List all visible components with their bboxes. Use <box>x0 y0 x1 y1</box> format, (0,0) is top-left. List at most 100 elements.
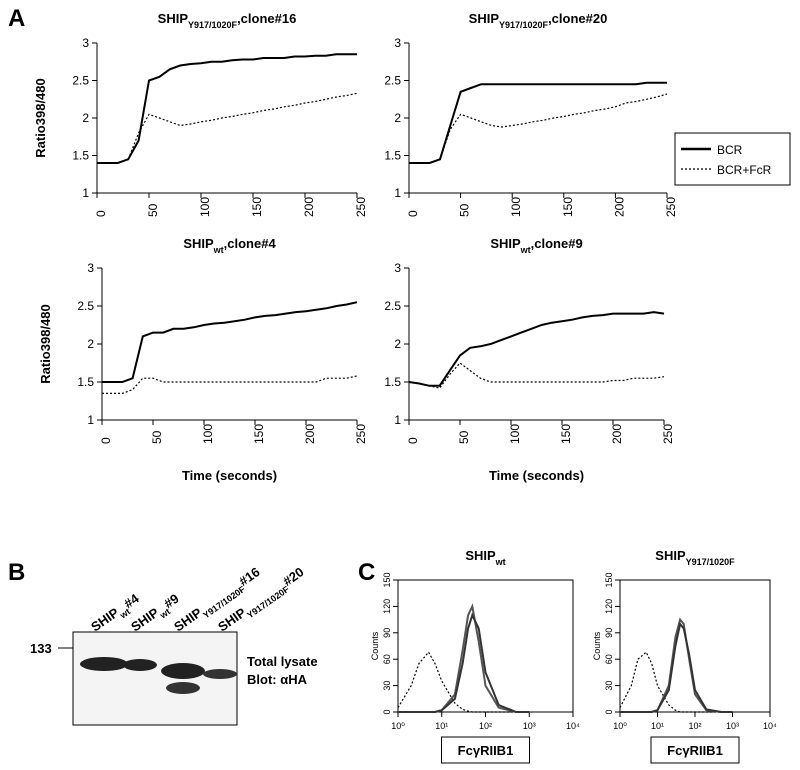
data-line <box>409 81 667 164</box>
blot-band <box>80 657 128 671</box>
x-tick-label: 10⁰ <box>613 721 627 731</box>
y-tick-label: 120 <box>604 599 614 614</box>
data-line <box>408 362 665 389</box>
title-part: Y917/1020F <box>686 557 736 567</box>
blot-annotation: Blot: αHA <box>247 672 308 687</box>
x-tick-label: 10⁴ <box>763 721 777 731</box>
x-tick-label: 10¹ <box>651 721 664 731</box>
data-line <box>97 53 357 164</box>
x-tick-label: 250 <box>661 424 675 444</box>
legend-label: BCR+FcR <box>717 163 772 177</box>
data-line <box>408 311 665 387</box>
title: SHIPY917/1020F <box>655 548 735 567</box>
x-tick-label: 100 <box>509 197 523 217</box>
y-tick-label: 1.5 <box>77 375 94 389</box>
y-tick-label: 90 <box>382 628 392 638</box>
title-part: SHIP <box>183 236 214 251</box>
y-tick-label: 0 <box>382 709 392 714</box>
data-line <box>102 301 358 383</box>
title-part: SHIP <box>158 11 189 26</box>
data-line <box>397 651 530 713</box>
panel-label: A <box>8 5 25 32</box>
x-tick-label: 200 <box>303 424 317 444</box>
x-tick-label: 50 <box>457 430 471 444</box>
y-tick-label: 150 <box>604 572 614 587</box>
title-part: SHIP <box>469 11 500 26</box>
x-tick-label: 0 <box>406 437 420 444</box>
data-line <box>398 612 530 713</box>
y-tick-label: 1.5 <box>384 375 401 389</box>
x-tick-label: 200 <box>302 197 316 217</box>
y-tick-label: 60 <box>604 654 614 664</box>
x-tick-label: 150 <box>559 424 573 444</box>
label-box <box>650 736 740 764</box>
y-tick-label: 90 <box>604 628 614 638</box>
blot-band <box>161 663 205 679</box>
data-line <box>620 621 733 713</box>
x-tick-label: 200 <box>612 197 626 217</box>
title: SHIPwt <box>465 548 505 567</box>
title-part: ,clone#4 <box>224 236 277 251</box>
x-tick-label: 250 <box>354 197 368 217</box>
data-line <box>620 617 733 713</box>
title-part: Y917/1020F <box>245 584 291 621</box>
blot-frame <box>72 631 238 726</box>
x-axis-label: Time (seconds) <box>182 468 277 483</box>
title-part: SHIP <box>490 236 521 251</box>
x-tick-label: 50 <box>146 203 160 217</box>
x-tick-label: 0 <box>406 210 420 217</box>
blot-band <box>123 659 157 671</box>
y-tick-label: 120 <box>382 599 392 614</box>
x-tick-label: 10⁰ <box>391 721 405 731</box>
y-tick-label: 30 <box>382 681 392 691</box>
x-tick-label: 150 <box>252 424 266 444</box>
y-tick-label: 2.5 <box>384 299 401 313</box>
y-axis-label: Counts <box>370 631 380 660</box>
y-tick-label: 3 <box>82 36 89 50</box>
x-tick-label: 100 <box>508 424 522 444</box>
title-part: SHIP <box>465 548 496 563</box>
y-tick-label: 1 <box>394 413 401 427</box>
y-axis-label: Ratio398/480 <box>38 304 53 384</box>
y-tick-label: 1 <box>82 186 89 200</box>
y-tick-label: 3 <box>394 261 401 275</box>
title: SHIPwt,clone#9 <box>490 236 582 255</box>
title-part: #9 <box>161 591 181 612</box>
x-axis-label: FcγRIIB1 <box>458 743 514 758</box>
title-part: ,clone#16 <box>237 11 296 26</box>
blot-band <box>166 682 200 694</box>
x-tick-label: 200 <box>610 424 624 444</box>
y-tick-label: 1 <box>87 413 94 427</box>
x-tick-label: 10³ <box>726 721 739 731</box>
y-tick-label: 1 <box>394 186 401 200</box>
x-tick-label: 10¹ <box>435 721 448 731</box>
y-axis-label: Counts <box>592 631 602 660</box>
x-tick-label: 50 <box>150 430 164 444</box>
blot-annotation: Total lysate <box>247 654 318 669</box>
title-part: SHIP <box>88 605 122 635</box>
y-tick-label: 2 <box>87 337 94 351</box>
x-tick-label: 10³ <box>523 721 536 731</box>
x-tick-label: 10⁴ <box>566 721 580 731</box>
title-part: wt <box>213 245 224 255</box>
x-axis-label: FcγRIIB1 <box>667 743 723 758</box>
title-part: wt <box>495 557 506 567</box>
y-tick-label: 1.5 <box>72 149 89 163</box>
x-tick-label: 0 <box>94 210 108 217</box>
blot-band <box>203 669 237 679</box>
title-part: SHIP <box>128 605 162 635</box>
title: SHIPY917/1020F,clone#16 <box>158 11 297 30</box>
data-line <box>97 92 358 164</box>
x-tick-label: 10² <box>688 721 701 731</box>
y-tick-label: 3 <box>394 36 401 50</box>
x-tick-label: 100 <box>198 197 212 217</box>
x-tick-label: 250 <box>354 424 368 444</box>
label-box <box>441 736 530 764</box>
data-line <box>409 93 668 164</box>
title-part: wt <box>520 245 531 255</box>
marker-label: 133 <box>30 641 52 656</box>
title-part: ,clone#9 <box>531 236 583 251</box>
panel-label: B <box>8 559 25 586</box>
y-tick-label: 2 <box>82 111 89 125</box>
